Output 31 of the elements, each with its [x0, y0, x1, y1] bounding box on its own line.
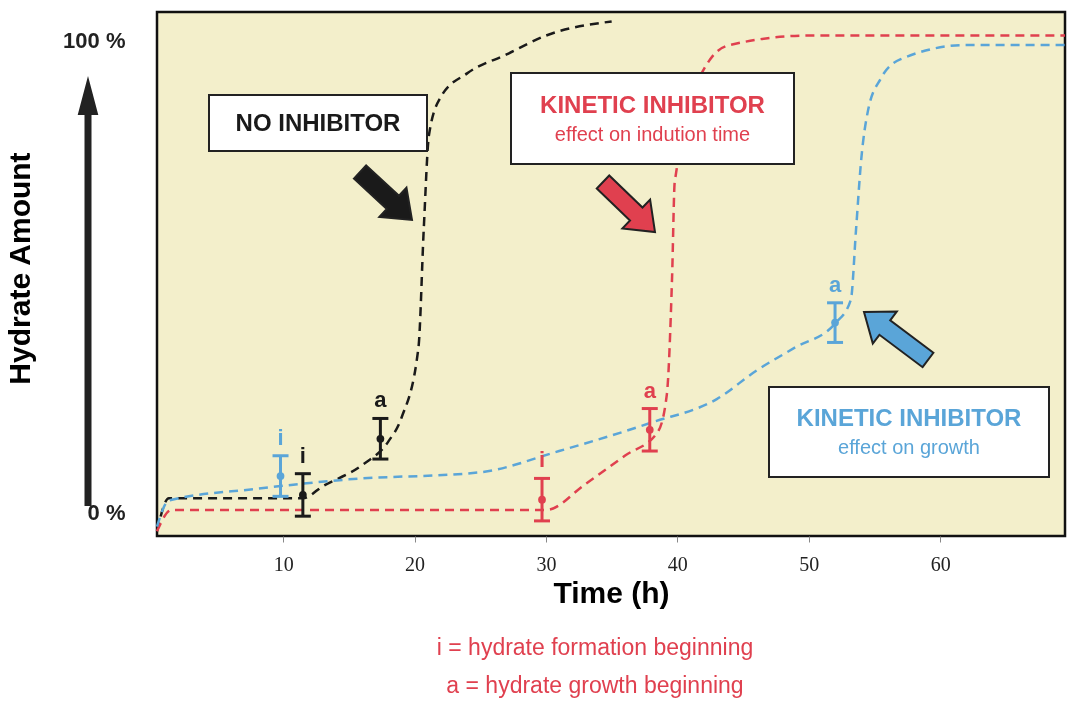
y-tick-label: 0 %	[87, 499, 126, 525]
point	[276, 472, 285, 480]
text-box: NO INHIBITOR	[208, 94, 428, 152]
point	[645, 425, 654, 434]
x-tick-label: 40	[667, 552, 688, 575]
text: a = hydrate growth beginning	[445, 672, 745, 699]
data-label: a	[374, 387, 388, 413]
annotation: NO INHIBITOR	[234, 108, 402, 138]
text: i = hydrate formation beginning	[435, 634, 755, 661]
y-tick-label: 100 %	[63, 27, 126, 53]
annotation: effect on growth	[837, 435, 981, 460]
point	[831, 318, 839, 327]
text-box: KINETIC INHIBITOR effect on indution time	[510, 72, 795, 165]
data-label: i	[538, 447, 546, 473]
annotation: KINETIC INHIBITOR	[795, 403, 1023, 433]
point	[376, 434, 385, 443]
x-tick-label: 10	[273, 552, 294, 575]
data-label: i	[277, 424, 284, 450]
data-label: a	[828, 271, 842, 297]
x-tick-label: 30	[536, 552, 557, 575]
annotation: effect on indution time	[553, 121, 752, 147]
data-label: a	[643, 377, 657, 403]
x-tick-label: 20	[405, 552, 426, 575]
point	[538, 495, 546, 504]
x-tick-label: 50	[799, 552, 820, 575]
x-axis-title: Time (h)	[553, 575, 670, 609]
text-box: KINETIC INHIBITOR effect on growth	[768, 386, 1050, 478]
annotation: KINETIC INHIBITOR	[539, 89, 766, 120]
y-axis-title: Hydrate Amount	[2, 152, 36, 385]
data-label: i	[299, 442, 306, 468]
x-tick-label: 60	[930, 552, 951, 575]
